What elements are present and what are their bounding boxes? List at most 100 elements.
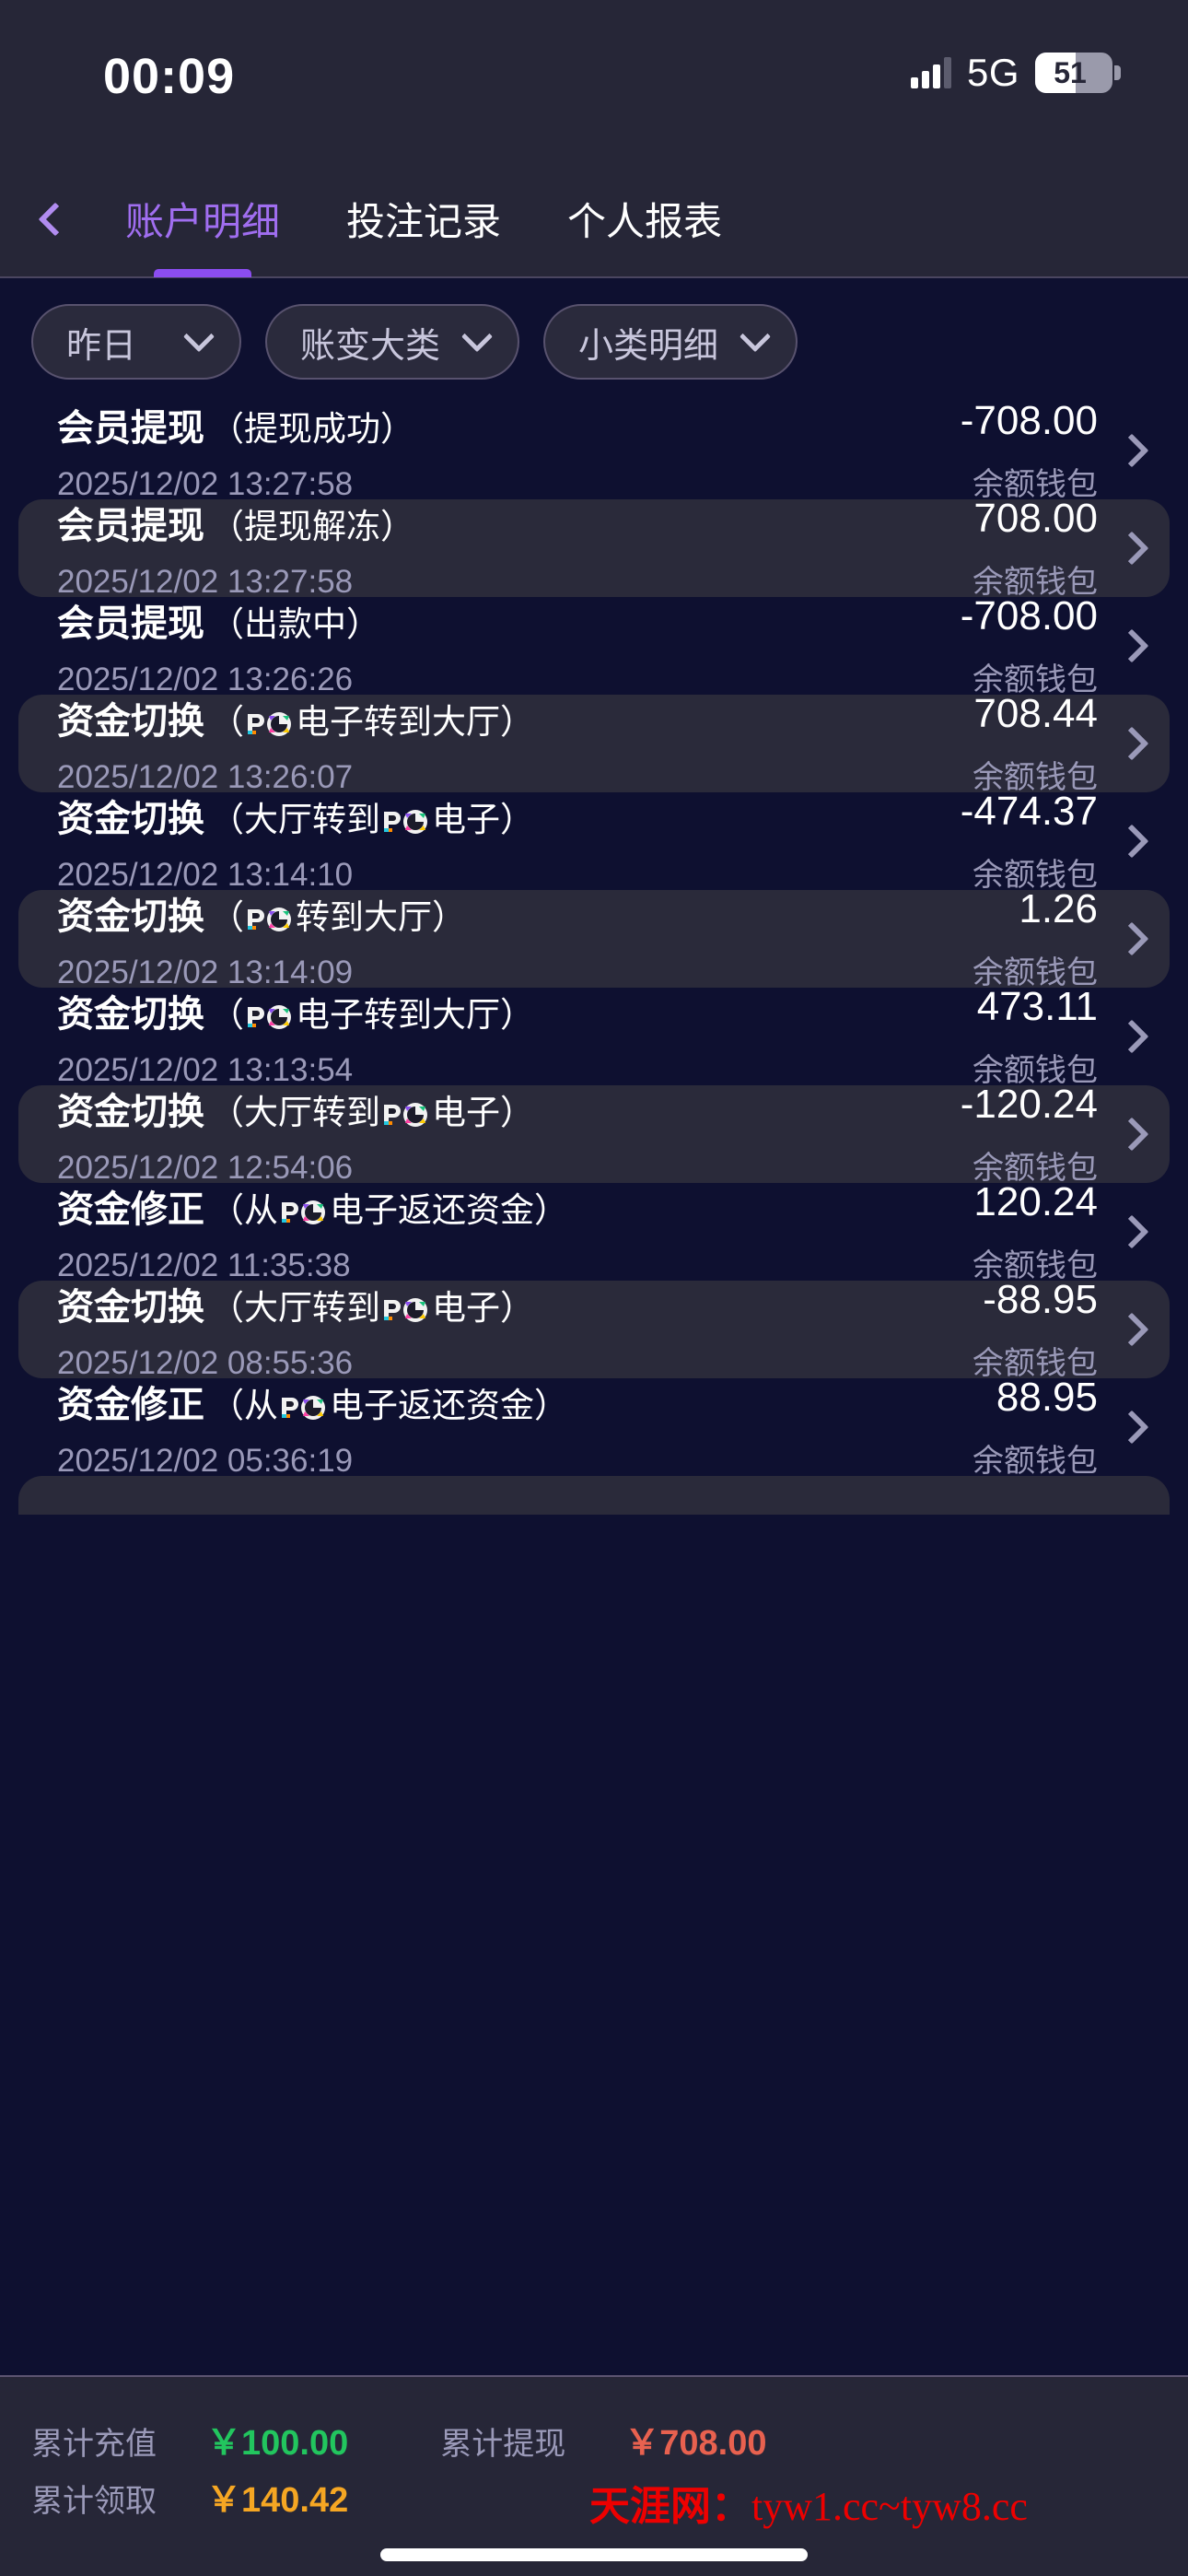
filter-bar: 昨日 账变大类 小类明细 xyxy=(0,278,1188,402)
transaction-info: 资金切换（转到大厅） 2025/12/02 13:14:09 xyxy=(57,886,973,991)
filter-date-range-label: 昨日 xyxy=(66,326,137,366)
chevron-right-icon[interactable] xyxy=(1114,1410,1149,1445)
transaction-row-content: 资金切换（转到大厅） 2025/12/02 13:14:09 1.26 余额钱包 xyxy=(18,886,1170,990)
nav-tab-bar: 账户明细 投注记录 个人报表 xyxy=(0,161,1188,278)
transaction-title: 资金修正 （从 电子返还资金） xyxy=(57,1179,973,1233)
transaction-title: 资金切换 （大厅转到 电子） xyxy=(57,789,961,842)
summary-claim-label: 累计领取 xyxy=(31,2483,157,2519)
summary-deposit: 累计充值 ￥100.00 xyxy=(31,2414,348,2465)
pg-logo-icon xyxy=(382,1098,430,1127)
transaction-detail: （从 电子返还资金） xyxy=(210,1191,568,1229)
summary-row-2: 累计领取 ￥140.42 xyxy=(0,2467,1188,2524)
transaction-timestamp: 2025/12/02 05:36:19 xyxy=(57,1443,354,1479)
transaction-amount: -708.00 xyxy=(960,402,1098,443)
transaction-amount: 708.44 xyxy=(973,690,1098,736)
transaction-title: 资金切换（电子转到大厅） xyxy=(57,984,973,1037)
filter-main-category[interactable]: 账变大类 xyxy=(265,304,520,380)
table-row[interactable]: 会员提现 （提现成功） 2025/12/02 13:27:58 -708.00 余额钱包 xyxy=(0,402,1188,502)
pg-logo-icon xyxy=(280,1196,328,1224)
transaction-timestamp: 2025/12/02 13:27:58 xyxy=(57,564,354,600)
transaction-amount-block: 1.26 余额钱包 xyxy=(973,886,1098,992)
transaction-title: 资金切换（转到大厅） xyxy=(57,886,973,940)
battery-icon: 51 xyxy=(1035,53,1121,93)
transaction-info: 资金切换（电子转到大厅） 2025/12/02 13:13:54 xyxy=(57,984,973,1089)
table-row[interactable]: 资金修正 （从 电子返还资金） 2025/12/02 05:36:19 88.95 余额钱… xyxy=(0,1375,1188,1479)
transaction-timestamp: 2025/12/02 13:14:10 xyxy=(57,857,354,893)
pg-logo-icon xyxy=(246,903,294,931)
transaction-amount-block: 708.00 余额钱包 xyxy=(973,496,1098,602)
pg-logo-icon xyxy=(382,1294,430,1322)
transaction-timestamp: 2025/12/02 11:35:38 xyxy=(57,1247,351,1283)
transaction-info: 会员提现 （提现成功） 2025/12/02 13:27:58 xyxy=(57,402,961,503)
transaction-row-content: 会员提现 （出款中） 2025/12/02 13:26:26 -708.00 余额钱包 xyxy=(0,593,1188,697)
tab-bet-records[interactable]: 投注记录 xyxy=(346,200,502,243)
transaction-type: 资金切换 xyxy=(57,1287,204,1328)
transaction-wallet: 余额钱包 xyxy=(973,759,1098,795)
table-row[interactable]: 会员提现 （提现解冻） 2025/12/02 13:27:58 708.00 余额钱包 xyxy=(18,496,1170,600)
signal-bars-icon xyxy=(910,57,951,88)
transaction-amount-block: -708.00 余额钱包 xyxy=(961,402,1098,504)
transaction-info: 资金切换（电子转到大厅） 2025/12/02 13:26:07 xyxy=(57,691,973,796)
transaction-detail: （提现成功） xyxy=(210,410,414,448)
chevron-right-icon[interactable] xyxy=(1114,1312,1149,1347)
transaction-timestamp: 2025/12/02 13:26:26 xyxy=(57,662,354,697)
chevron-right-icon[interactable] xyxy=(1114,1214,1149,1249)
transaction-type: 资金切换 xyxy=(57,1092,204,1132)
filter-sub-category-label: 小类明细 xyxy=(578,326,719,366)
table-row[interactable]: 资金切换（电子转到大厅） 2025/12/02 13:13:54 473.11 余额钱… xyxy=(0,984,1188,1088)
transaction-detail: （提现解冻） xyxy=(210,508,414,545)
table-row-partial[interactable] xyxy=(18,1476,1170,1515)
back-button[interactable] xyxy=(0,202,92,236)
table-row[interactable]: 资金切换（电子转到大厅） 2025/12/02 13:26:07 708.44 余额钱… xyxy=(18,691,1170,795)
transaction-type: 资金切换 xyxy=(57,701,204,742)
table-row[interactable]: 会员提现 （出款中） 2025/12/02 13:26:26 -708.00 余额钱包 xyxy=(0,593,1188,697)
chevron-right-icon[interactable] xyxy=(1114,1019,1149,1054)
transaction-row-content: 资金切换（电子转到大厅） 2025/12/02 13:26:07 708.44 余额钱… xyxy=(18,691,1170,795)
status-bar-clock: 00:09 xyxy=(103,49,236,104)
transaction-list[interactable]: 会员提现 （提现成功） 2025/12/02 13:27:58 -708.00 余额钱包… xyxy=(0,402,1188,1725)
chevron-right-icon[interactable] xyxy=(1114,531,1149,566)
transaction-title: 会员提现 （出款中） xyxy=(57,593,961,647)
filter-sub-category[interactable]: 小类明细 xyxy=(543,304,798,380)
transaction-title: 资金切换 （大厅转到 电子） xyxy=(57,1082,961,1135)
summary-claim-value: ￥140.42 xyxy=(206,2480,349,2520)
transaction-type: 资金修正 xyxy=(57,1189,204,1230)
chevron-right-icon[interactable] xyxy=(1114,433,1149,468)
transaction-wallet: 余额钱包 xyxy=(973,1052,1098,1088)
transaction-type: 资金修正 xyxy=(57,1385,204,1425)
tab-account-details[interactable]: 账户明细 xyxy=(92,160,313,277)
transaction-type: 会员提现 xyxy=(57,506,204,546)
table-row[interactable]: 资金切换 （大厅转到 电子） 2025/12/02 08:55:36 -88.95 余额钱… xyxy=(18,1277,1170,1381)
filter-date-range[interactable]: 昨日 xyxy=(31,304,241,380)
chevron-right-icon[interactable] xyxy=(1114,1117,1149,1152)
tab-personal-report[interactable]: 个人报表 xyxy=(567,200,723,243)
pg-logo-icon xyxy=(246,1001,294,1029)
transaction-wallet: 余额钱包 xyxy=(973,1443,1098,1479)
chevron-right-icon[interactable] xyxy=(1114,628,1149,663)
transaction-row-content: 资金修正 （从 电子返还资金） 2025/12/02 11:35:38 120.24 余额… xyxy=(0,1179,1188,1283)
chevron-right-icon[interactable] xyxy=(1114,726,1149,761)
chevron-right-icon[interactable] xyxy=(1114,921,1149,956)
transaction-detail: （从 电子返还资金） xyxy=(210,1387,568,1424)
table-row[interactable]: 资金切换 （大厅转到 电子） 2025/12/02 13:14:10 -474.37 余额… xyxy=(0,789,1188,893)
transaction-timestamp: 2025/12/02 13:13:54 xyxy=(57,1052,354,1088)
summary-row-1: 累计充值 ￥100.00 累计提现 ￥708.00 xyxy=(0,2410,1188,2467)
table-row[interactable]: 资金切换 （大厅转到 电子） 2025/12/02 12:54:06 -120.24 余额… xyxy=(18,1082,1170,1186)
transaction-wallet: 余额钱包 xyxy=(973,954,1098,990)
transaction-title: 资金切换 （大厅转到 电子） xyxy=(57,1277,973,1330)
chevron-right-icon[interactable] xyxy=(1114,824,1149,859)
filter-main-category-label: 账变大类 xyxy=(300,326,441,366)
transaction-title: 会员提现 （提现解冻） xyxy=(57,496,973,549)
transaction-row-content: 会员提现 （提现解冻） 2025/12/02 13:27:58 708.00 余额钱包 xyxy=(18,496,1170,600)
transaction-wallet: 余额钱包 xyxy=(973,1345,1098,1381)
summary-claim: 累计领取 ￥140.42 xyxy=(31,2471,348,2522)
transaction-type: 资金切换 xyxy=(57,896,204,937)
transaction-detail: （电子转到大厅） xyxy=(210,996,534,1034)
transaction-row-content: 资金切换（电子转到大厅） 2025/12/02 13:13:54 473.11 余额钱… xyxy=(0,984,1188,1088)
watermark-url: tyw1.cc~tyw8.cc xyxy=(751,2484,1028,2529)
table-row[interactable]: 资金切换（转到大厅） 2025/12/02 13:14:09 1.26 余额钱包 xyxy=(18,886,1170,990)
transaction-wallet: 余额钱包 xyxy=(973,466,1098,502)
transaction-amount-block: -708.00 余额钱包 xyxy=(961,593,1098,699)
table-row[interactable]: 资金修正 （从 电子返还资金） 2025/12/02 11:35:38 120.24 余额… xyxy=(0,1179,1188,1283)
